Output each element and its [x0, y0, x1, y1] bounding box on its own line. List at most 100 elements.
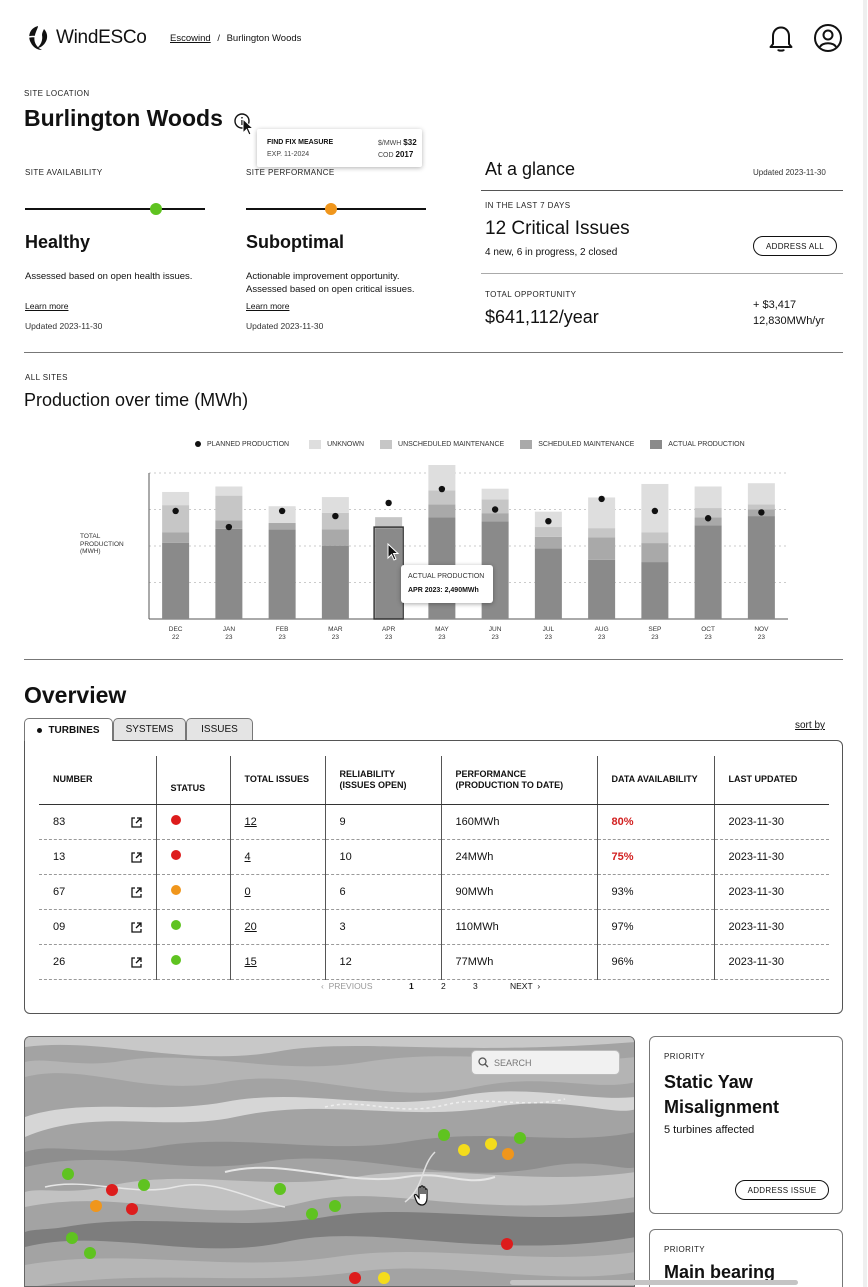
- bar-segment-unknown[interactable]: [321, 497, 349, 513]
- performance-learn-more-link[interactable]: Learn more: [246, 301, 290, 311]
- bar-segment-actual[interactable]: [321, 545, 349, 619]
- map-turbine-marker[interactable]: [514, 1132, 526, 1144]
- map-turbine-marker[interactable]: [106, 1184, 118, 1196]
- bar-segment-unscheduled[interactable]: [534, 527, 562, 537]
- col-total-issues[interactable]: TOTAL ISSUES: [229, 756, 325, 805]
- table-row[interactable]: 67 0 6 90MWh 93% 2023-11-30: [39, 874, 829, 910]
- brand-logo[interactable]: WindESCo: [24, 24, 147, 52]
- total-issues-link[interactable]: 20: [229, 909, 325, 945]
- bar-segment-unscheduled[interactable]: [321, 512, 349, 530]
- pagination-next[interactable]: NEXT ›: [510, 981, 541, 991]
- bar-segment-unscheduled[interactable]: [747, 504, 775, 510]
- bar-segment-unknown[interactable]: [162, 491, 190, 506]
- planned-point[interactable]: [598, 495, 605, 503]
- bar-segment-actual[interactable]: [215, 528, 243, 619]
- map-turbine-marker[interactable]: [126, 1203, 138, 1215]
- external-link-icon[interactable]: [130, 956, 142, 968]
- address-issue-button[interactable]: ADDRESS ISSUE: [735, 1180, 829, 1200]
- availability-learn-more-link[interactable]: Learn more: [25, 301, 69, 311]
- col-number[interactable]: NUMBER: [39, 756, 156, 805]
- bar-segment-scheduled[interactable]: [428, 504, 456, 518]
- planned-point[interactable]: [225, 523, 233, 531]
- map-turbine-marker[interactable]: [502, 1148, 514, 1160]
- bar-segment-unknown[interactable]: [747, 483, 775, 505]
- external-link-icon[interactable]: [130, 921, 142, 933]
- breadcrumb-root-link[interactable]: Escowind: [170, 33, 211, 44]
- map-search-box[interactable]: SEARCH: [471, 1050, 620, 1075]
- bar-segment-unknown[interactable]: [588, 497, 616, 529]
- planned-point[interactable]: [332, 512, 339, 520]
- bar-segment-actual[interactable]: [534, 548, 562, 619]
- bar-segment-actual[interactable]: [747, 516, 775, 619]
- planned-point[interactable]: [545, 517, 552, 525]
- bar-segment-scheduled[interactable]: [588, 537, 616, 560]
- user-avatar-icon[interactable]: [813, 23, 843, 53]
- map-turbine-marker[interactable]: [501, 1238, 513, 1250]
- map-turbine-marker[interactable]: [378, 1272, 390, 1284]
- bar-segment-unknown[interactable]: [268, 506, 296, 524]
- priority-card[interactable]: PRIORITY Main bearing: [649, 1229, 843, 1287]
- planned-point[interactable]: [651, 507, 659, 515]
- col-last-updated[interactable]: LAST UPDATED: [713, 756, 829, 805]
- map-turbine-marker[interactable]: [329, 1200, 341, 1212]
- bar-segment-actual[interactable]: [588, 559, 616, 619]
- map-turbine-marker[interactable]: [66, 1232, 78, 1244]
- total-issues-link[interactable]: 15: [229, 944, 325, 980]
- map-turbine-marker[interactable]: [84, 1247, 96, 1259]
- planned-point[interactable]: [385, 499, 392, 507]
- bar-segment-scheduled[interactable]: [268, 523, 296, 530]
- bar-segment-unscheduled[interactable]: [481, 499, 509, 514]
- site-map[interactable]: SEARCH: [24, 1036, 635, 1287]
- pagination-page-2[interactable]: 2: [441, 981, 446, 991]
- planned-point[interactable]: [438, 485, 446, 493]
- map-turbine-marker[interactable]: [274, 1183, 286, 1195]
- map-turbine-marker[interactable]: [62, 1168, 74, 1180]
- map-turbine-marker[interactable]: [485, 1138, 497, 1150]
- col-data-availability[interactable]: DATA AVAILABILITY: [596, 756, 714, 805]
- bar-segment-scheduled[interactable]: [321, 529, 349, 546]
- table-row[interactable]: 13 4 10 24MWh 75% 2023-11-30: [39, 839, 829, 875]
- external-link-icon[interactable]: [130, 886, 142, 898]
- bar-segment-scheduled[interactable]: [641, 543, 669, 563]
- table-row[interactable]: 26 15 12 77MWh 96% 2023-11-30: [39, 944, 829, 980]
- pagination-previous[interactable]: ‹ PREVIOUS: [321, 981, 373, 991]
- map-turbine-marker[interactable]: [438, 1129, 450, 1141]
- table-row[interactable]: 09 20 3 110MWh 97% 2023-11-30: [39, 909, 829, 945]
- bar-segment-scheduled[interactable]: [162, 532, 190, 543]
- vertical-scrollbar[interactable]: [863, 0, 867, 1287]
- bar-segment-unscheduled[interactable]: [215, 495, 243, 521]
- horizontal-scrollbar[interactable]: [510, 1280, 798, 1285]
- sort-by-link[interactable]: sort by: [795, 720, 826, 731]
- bar-segment-actual[interactable]: [375, 528, 403, 619]
- external-link-icon[interactable]: [130, 816, 142, 828]
- bar-segment-unscheduled[interactable]: [641, 532, 669, 544]
- map-turbine-marker[interactable]: [349, 1272, 361, 1284]
- bar-segment-actual[interactable]: [641, 562, 669, 619]
- bar-segment-unscheduled[interactable]: [588, 528, 616, 538]
- info-icon[interactable]: [234, 113, 250, 129]
- bar-segment-unknown[interactable]: [694, 486, 722, 509]
- bar-segment-unscheduled[interactable]: [428, 490, 456, 505]
- external-link-icon[interactable]: [130, 851, 142, 863]
- map-turbine-marker[interactable]: [306, 1208, 318, 1220]
- total-issues-link[interactable]: 4: [229, 839, 325, 875]
- col-reliability[interactable]: RELIABILITY (ISSUES OPEN): [324, 756, 441, 805]
- address-all-button[interactable]: ADDRESS ALL: [753, 236, 837, 256]
- tab-issues[interactable]: ISSUES: [186, 718, 253, 740]
- pagination-page-3[interactable]: 3: [473, 981, 478, 991]
- planned-point[interactable]: [278, 507, 286, 515]
- bar-segment-unscheduled[interactable]: [375, 517, 403, 529]
- bell-icon[interactable]: [767, 23, 795, 53]
- total-issues-link[interactable]: 0: [229, 874, 325, 910]
- priority-card[interactable]: PRIORITY Static Yaw Misalignment 5 turbi…: [649, 1036, 843, 1214]
- tab-systems[interactable]: SYSTEMS: [113, 718, 186, 740]
- bar-segment-unknown[interactable]: [481, 488, 509, 500]
- pagination-page-1[interactable]: 1: [409, 981, 414, 991]
- bar-segment-actual[interactable]: [694, 525, 722, 619]
- planned-point[interactable]: [704, 515, 712, 522]
- planned-point[interactable]: [172, 507, 179, 515]
- bar-segment-actual[interactable]: [268, 529, 296, 619]
- bar-segment-unknown[interactable]: [215, 486, 243, 496]
- map-turbine-marker[interactable]: [458, 1144, 470, 1156]
- col-performance[interactable]: PERFORMANCE (PRODUCTION TO DATE): [440, 756, 597, 805]
